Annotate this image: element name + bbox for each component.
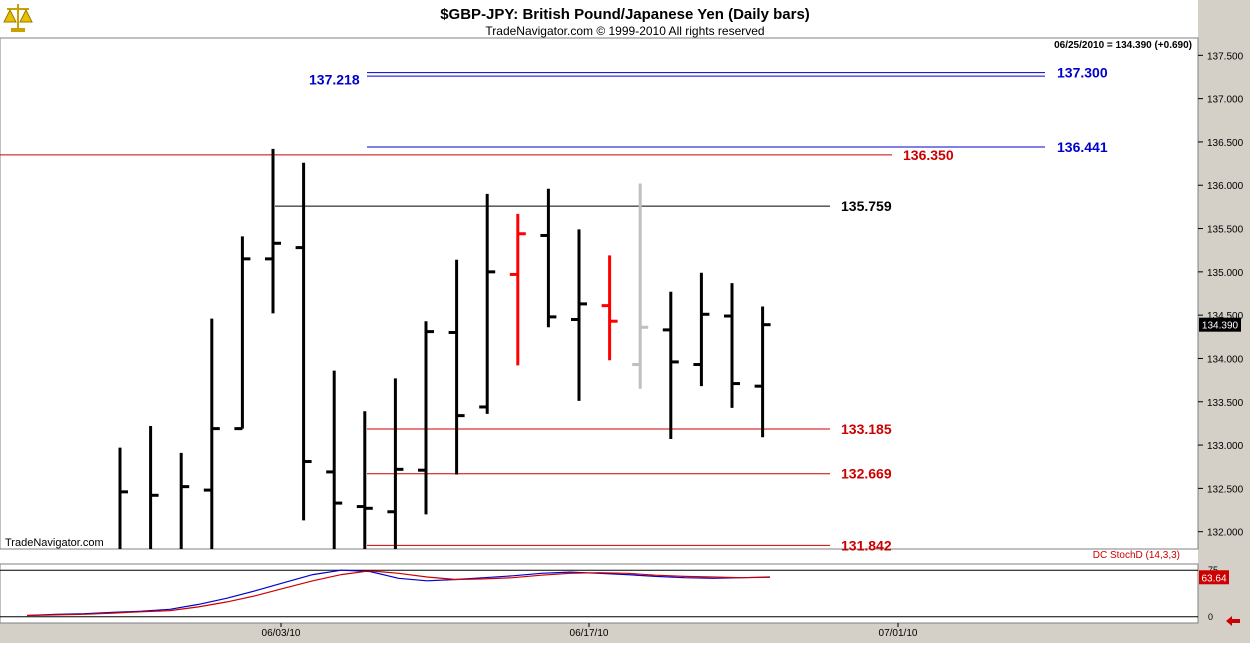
main-plot-border xyxy=(0,37,1199,550)
price-tick-label: 133.000 xyxy=(1207,441,1244,452)
date-tick-label: 07/01/10 xyxy=(879,628,918,639)
date-axis-panel xyxy=(0,623,1250,643)
last-price-label: 134.390 xyxy=(1202,321,1239,332)
level-label: 136.441 xyxy=(1057,139,1108,155)
level-label: 131.842 xyxy=(841,537,892,553)
level-label: 137.300 xyxy=(1057,65,1108,81)
scales-logo-icon xyxy=(3,4,33,32)
scroll-right-arrow-icon[interactable] xyxy=(1226,616,1240,626)
price-tick-label: 137.500 xyxy=(1207,51,1244,62)
stoch-label: DC StochD (14,3,3) xyxy=(1093,550,1180,561)
level-label: 137.218 xyxy=(309,72,360,88)
price-axis: 137.500 137.000 136.500 136.000 135.500 135.0… xyxy=(1198,51,1244,539)
price-tick-label: 132.000 xyxy=(1207,528,1244,539)
stoch-axis-label: 0 xyxy=(1208,612,1213,622)
last-price-info: 06/25/2010 = 134.390 (+0.690) xyxy=(1054,40,1192,51)
stoch-k-line xyxy=(26,569,771,617)
stoch-d-line xyxy=(26,570,771,617)
price-bars xyxy=(118,148,771,549)
indicator-plot-border xyxy=(0,563,1199,624)
date-tick-label: 06/17/10 xyxy=(570,628,609,639)
date-tick-label: 06/03/10 xyxy=(262,628,301,639)
price-tick-label: 133.500 xyxy=(1207,398,1244,409)
price-tick-label: 137.000 xyxy=(1207,95,1244,106)
level-label: 132.669 xyxy=(841,466,892,482)
last-price-marker: 134.390 xyxy=(1199,317,1241,332)
last-price-box xyxy=(1199,317,1241,332)
stochastic-panel: DC StochD (14,3,3) 75 0 63.64 xyxy=(0,550,1229,622)
watermark-text: TradeNavigator.com xyxy=(5,537,104,549)
stoch-value-box xyxy=(1199,570,1229,585)
level-label: 135.759 xyxy=(841,198,892,214)
price-tick-label: 132.500 xyxy=(1207,484,1244,495)
level-label: 136.350 xyxy=(903,147,954,163)
price-tick-label: 136.000 xyxy=(1207,181,1244,192)
stoch-value-label: 63.64 xyxy=(1201,573,1226,584)
price-tick-label: 135.000 xyxy=(1207,268,1244,279)
stoch-axis-label: 75 xyxy=(1208,565,1218,575)
level-lines: 137.218 137.300 136.441 136.350 135.759 133.1… xyxy=(0,65,1108,553)
price-tick-label: 134.500 xyxy=(1207,311,1244,322)
price-tick-label: 134.000 xyxy=(1207,354,1244,365)
copyright-text: TradeNavigator.com © 1999-2010 All right… xyxy=(485,24,764,38)
price-tick-label: 135.500 xyxy=(1207,225,1244,236)
level-label: 133.185 xyxy=(841,421,892,437)
date-axis: 06/03/10 06/17/10 07/01/10 xyxy=(262,623,918,639)
chart-title: $GBP-JPY: British Pound/Japanese Yen (Da… xyxy=(440,6,810,23)
price-tick-label: 136.500 xyxy=(1207,138,1244,149)
